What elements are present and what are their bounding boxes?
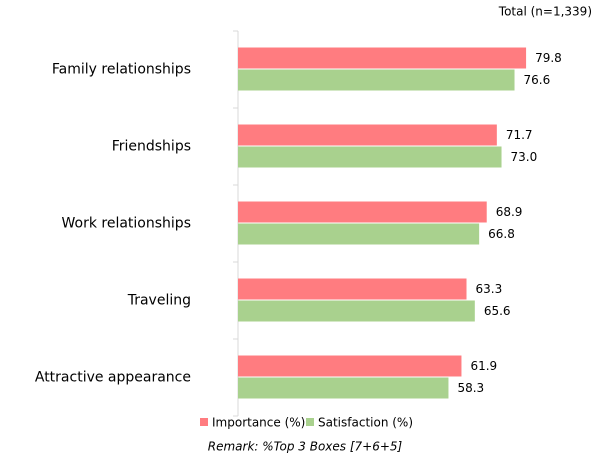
- category-label: Attractive appearance: [35, 370, 191, 386]
- data-label: 76.6: [524, 73, 551, 87]
- bar: [238, 377, 449, 399]
- data-label: 71.7: [506, 128, 533, 142]
- data-label: 68.9: [496, 205, 523, 219]
- chart-title: Total (n=1,339): [498, 5, 592, 19]
- data-label: 79.8: [535, 51, 562, 65]
- legend-swatch: [200, 418, 208, 426]
- legend-swatch: [306, 418, 314, 426]
- legend-label: Satisfaction (%): [318, 416, 413, 430]
- category-label: Work relationships: [62, 216, 192, 232]
- bar: [238, 201, 487, 223]
- data-label: 73.0: [511, 150, 538, 164]
- remark: Remark: %Top 3 Boxes [7+6+5]: [208, 440, 403, 454]
- data-label: 63.3: [476, 282, 503, 296]
- bar: [238, 124, 497, 146]
- category-label: Friendships: [112, 139, 191, 155]
- data-label: 65.6: [484, 304, 511, 318]
- bar: [238, 300, 475, 322]
- data-label: 58.3: [457, 381, 484, 395]
- data-label: 66.8: [488, 227, 515, 241]
- legend-label: Importance (%): [212, 416, 305, 430]
- bar: [238, 69, 515, 91]
- category-label: Traveling: [127, 293, 191, 309]
- data-label: 61.9: [470, 359, 497, 373]
- bar: [238, 278, 467, 300]
- bar: [238, 223, 480, 245]
- bar: [238, 146, 502, 168]
- bar: [238, 47, 527, 69]
- bar: [238, 355, 462, 377]
- category-label: Family relationships: [52, 62, 191, 78]
